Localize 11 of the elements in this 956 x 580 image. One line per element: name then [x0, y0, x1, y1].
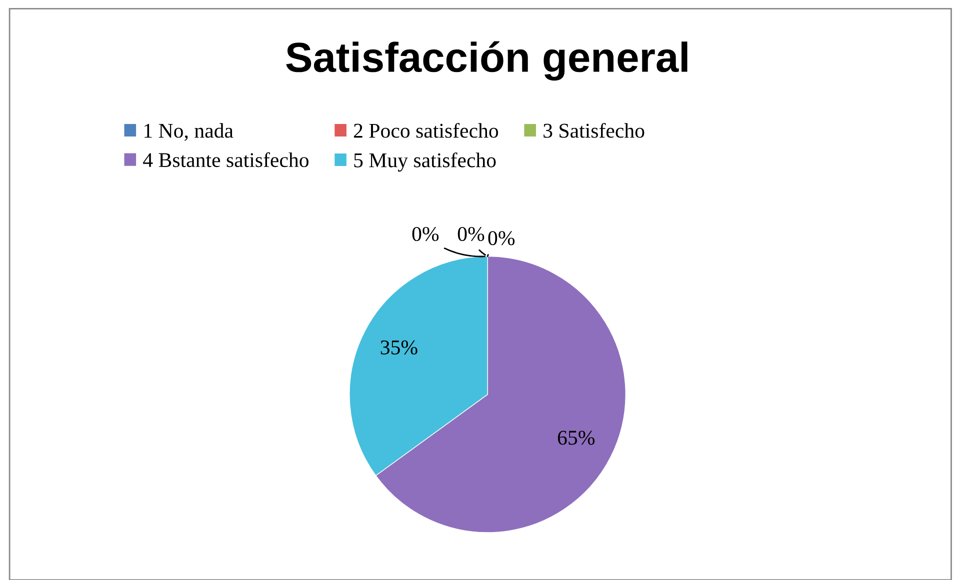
- legend-label: 5 Muy satisfecho: [354, 152, 496, 172]
- data-label: 65%: [558, 430, 595, 445]
- data-label: 35%: [380, 340, 418, 355]
- legend-label: 2 Poco satisfecho: [354, 122, 498, 138]
- text: 0%: [412, 226, 439, 242]
- chart-title: Satisfacción general: [286, 41, 688, 81]
- legend-label: 1 No, nada: [144, 123, 234, 141]
- text: 0%: [458, 226, 484, 242]
- text: 0%: [488, 231, 515, 246]
- legend-label: 3 Satisfecho: [544, 122, 644, 138]
- legend-label: 4 Bstante satisfecho: [143, 152, 308, 168]
